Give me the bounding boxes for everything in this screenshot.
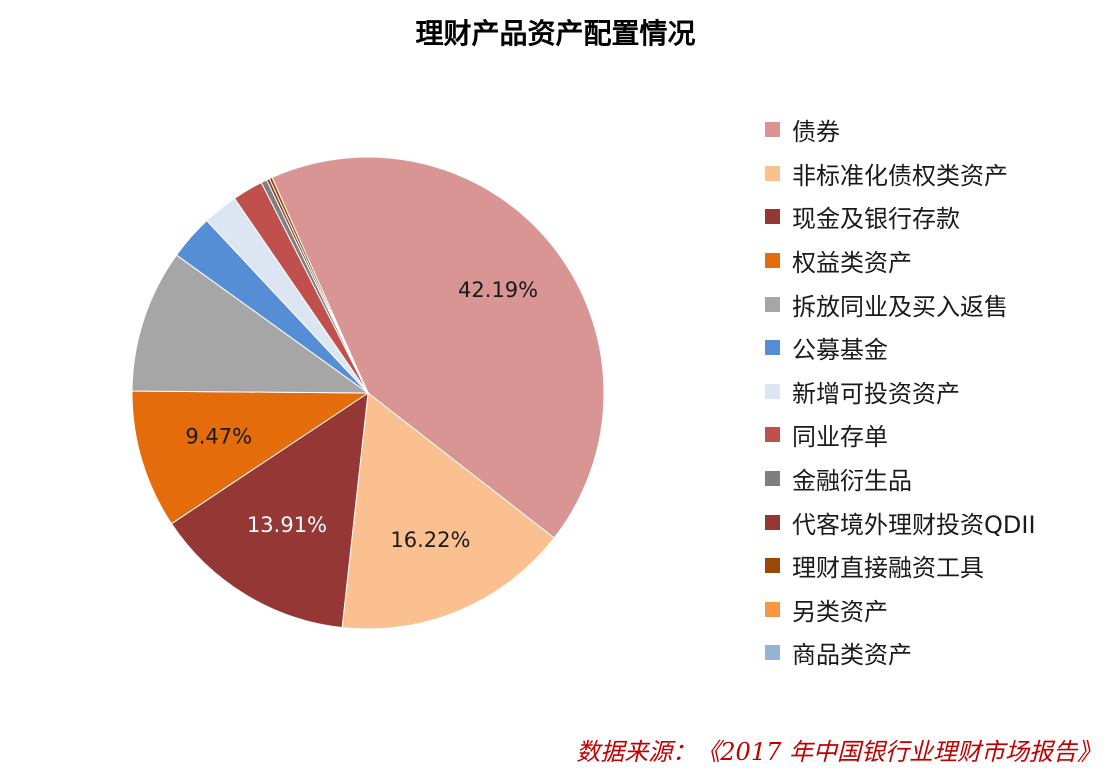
legend-swatch	[765, 165, 780, 181]
pie-slice	[268, 176, 369, 394]
legend-item: 另类资产	[765, 588, 1036, 632]
pie-slice	[131, 390, 370, 525]
legend-swatch	[765, 122, 780, 138]
legend-item: 债券	[765, 108, 1036, 152]
legend-label: 新增可投资资产	[792, 379, 960, 408]
legend-swatch	[765, 296, 780, 312]
legend-item: 新增可投资资产	[765, 370, 1036, 414]
legend-label: 债券	[792, 118, 840, 147]
legend-label: 非标准化债权类资产	[792, 161, 1008, 190]
legend-item: 理财直接融资工具	[765, 544, 1036, 588]
chart-title: 理财产品资产配置情况	[415, 17, 696, 50]
source-note: 数据来源：《2017 年中国银行业理财市场报告》	[576, 738, 1101, 766]
legend-item: 金融衍生品	[765, 457, 1036, 501]
pie-slice	[131, 254, 370, 394]
legend-item: 公募基金	[765, 326, 1036, 370]
pie-slice	[341, 392, 555, 630]
pie-slice-labels: 42.19% 16.22% 13.91% 9.47%	[185, 278, 538, 552]
legend-label: 权益类资产	[792, 249, 912, 278]
chart-legend: 债券非标准化债权类资产 现金及银行存款 权益类资产拆放同业及买入返售 公募基金新增可投…	[765, 108, 1036, 675]
legend-swatch	[765, 383, 780, 399]
legend-label: 代客境外理财投资QDII	[792, 510, 1036, 539]
legend-item: 非标准化债权类资产	[765, 152, 1036, 196]
pie-slice	[271, 156, 605, 539]
legend-item: 权益类资产	[765, 239, 1036, 283]
legend-item: 现金及银行存款	[765, 195, 1036, 239]
legend-swatch	[765, 471, 780, 487]
legend-label: 另类资产	[792, 597, 888, 626]
legend-swatch	[765, 601, 780, 617]
slice-data-label: 42.19%	[458, 278, 538, 302]
legend-label: 现金及银行存款	[792, 205, 960, 234]
legend-item: 商品类资产	[765, 631, 1036, 675]
legend-swatch	[765, 209, 780, 225]
legend-label: 理财直接融资工具	[792, 554, 984, 583]
legend-label: 拆放同业及买入返售	[792, 292, 1008, 321]
pie-slice	[170, 391, 369, 629]
legend-item: 代客境外理财投资QDII	[765, 500, 1036, 544]
legend-label: 同业存单	[792, 423, 888, 452]
legend-item: 同业存单	[765, 413, 1036, 457]
pie-slices	[131, 156, 605, 630]
legend-swatch	[765, 340, 780, 356]
legend-item: 拆放同业及买入返售	[765, 282, 1036, 326]
legend-swatch	[765, 558, 780, 574]
legend-label: 商品类资产	[792, 641, 912, 670]
slice-data-label: 16.22%	[390, 528, 470, 552]
legend-label: 公募基金	[792, 336, 888, 365]
legend-swatch	[765, 645, 780, 661]
legend-swatch	[765, 253, 780, 269]
legend-swatch	[765, 514, 780, 530]
legend-label: 金融衍生品	[792, 467, 912, 496]
slice-data-label: 9.47%	[185, 424, 252, 448]
slice-data-label: 13.91%	[247, 513, 327, 537]
legend-swatch	[765, 427, 780, 443]
